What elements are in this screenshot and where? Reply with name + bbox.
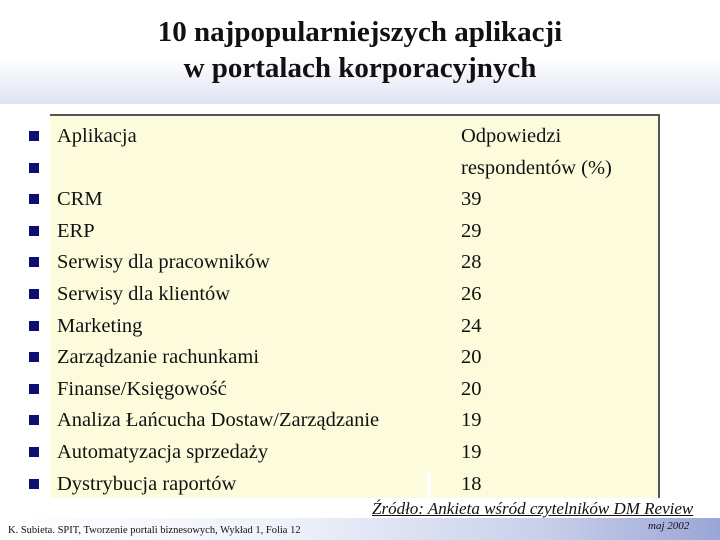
footer-date: maj 2002	[648, 520, 690, 532]
row-value: 20	[461, 377, 482, 400]
table-row: CRM 39	[0, 184, 720, 216]
row-value: 19	[461, 441, 482, 463]
row-label: ERP	[57, 219, 95, 242]
row-label: Finanse/Księgowość	[57, 377, 227, 400]
table-row: ERP 29	[0, 216, 720, 248]
panel-gap	[427, 472, 431, 498]
square-bullet-icon	[29, 162, 39, 173]
square-bullet-icon	[29, 131, 39, 141]
square-bullet-icon	[29, 415, 39, 426]
row-label: Aplikacja	[57, 125, 137, 147]
square-bullet-icon	[29, 478, 39, 489]
row-value: 39	[461, 188, 482, 211]
header-row-continued: respondentów (%)	[0, 153, 720, 185]
title-line-2: w portalach korporacyjnych	[183, 52, 537, 84]
source-note: Źródło: Ankieta wśród czytelników DM Rev…	[372, 499, 694, 518]
square-bullet-icon	[29, 257, 39, 268]
row-label: Zarządzanie rachunkami	[57, 346, 260, 369]
slide-title: 10 najpopularniejszych aplikacji w porta…	[0, 14, 720, 86]
row-label: Serwisy dla pracowników	[57, 251, 270, 274]
square-bullet-icon	[29, 194, 39, 205]
title-area	[0, 0, 720, 104]
square-bullet-icon	[29, 320, 39, 331]
row-value: 19	[461, 409, 482, 432]
square-bullet-icon	[29, 352, 39, 363]
table-row: Dystrybucja raportów 18	[0, 469, 720, 501]
row-label: CRM	[57, 188, 103, 211]
table-row: Zarządzanie rachunkami 20	[0, 342, 720, 374]
row-value: 29	[461, 219, 482, 242]
row-value: 20	[461, 346, 482, 369]
row-value: respondentów (%)	[461, 156, 612, 179]
row-value: 28	[461, 251, 482, 274]
footer-credit: K. Subieta. SPIT, Tworzenie portali bizn…	[8, 525, 301, 536]
table-row: Marketing 24	[0, 311, 720, 343]
row-value: Odpowiedzi	[461, 125, 562, 147]
header-row: Aplikacja Odpowiedzi	[0, 121, 720, 153]
row-label: Analiza Łańcucha Dostaw/Zarządzanie	[57, 409, 380, 432]
square-bullet-icon	[29, 225, 39, 236]
row-value: 18	[461, 472, 482, 495]
table-row: Serwisy dla klientów 26	[0, 279, 720, 311]
footer-bar	[0, 518, 720, 540]
title-line-1: 10 najpopularniejszych aplikacji	[157, 16, 563, 48]
square-bullet-icon	[29, 383, 39, 394]
table-row: Finanse/Księgowość 20	[0, 374, 720, 406]
table-row: Automatyzacja sprzedaży 19	[0, 437, 720, 469]
square-bullet-icon	[29, 289, 39, 299]
row-label: Marketing	[57, 314, 143, 337]
row-value: 26	[461, 283, 482, 305]
table-row: Serwisy dla pracowników 28	[0, 247, 720, 279]
table-panel	[50, 114, 660, 498]
row-label: Serwisy dla klientów	[57, 283, 231, 305]
row-value: 24	[461, 314, 482, 337]
table-row: Analiza Łańcucha Dostaw/Zarządzanie 19	[0, 405, 720, 437]
row-label: Automatyzacja sprzedaży	[57, 441, 269, 463]
square-bullet-icon	[29, 447, 39, 457]
row-label: Dystrybucja raportów	[57, 472, 237, 495]
